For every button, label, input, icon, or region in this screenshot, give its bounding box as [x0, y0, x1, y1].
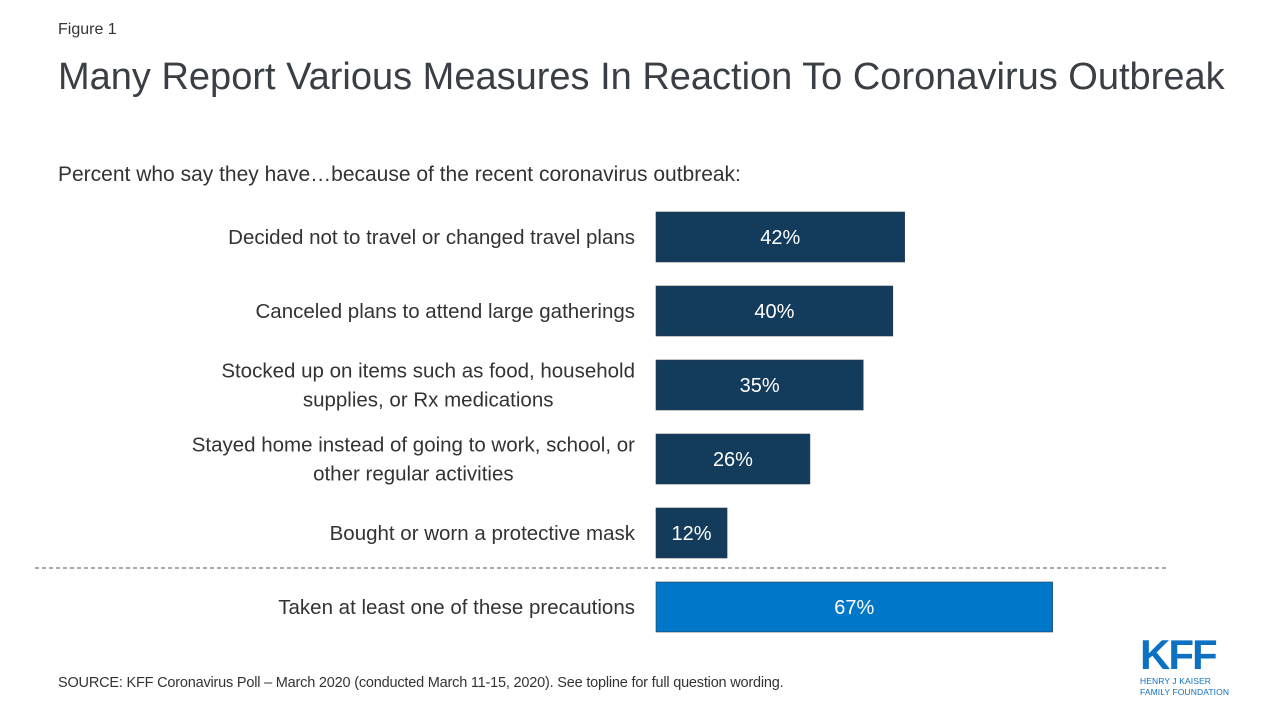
bar-4 [655, 507, 728, 559]
value-label-4: 12% [672, 523, 712, 545]
category-label-4-line-0: Bought or worn a protective mask [330, 522, 636, 545]
value-label-3: 26% [713, 449, 753, 471]
value-label-2: 35% [740, 375, 780, 397]
category-label-0-line-0: Decided not to travel or changed travel … [228, 226, 635, 249]
source-note: SOURCE: KFF Coronavirus Poll – March 202… [58, 675, 784, 691]
bar-1 [655, 285, 894, 337]
category-label-total-line-0: Taken at least one of these precautions [278, 596, 635, 619]
value-label-1: 40% [754, 301, 794, 323]
logo-line-1: HENRY J KAISER [1140, 676, 1211, 686]
logo-mark: KFF [1140, 631, 1218, 678]
bar-3 [655, 433, 811, 485]
chart-title: Many Report Various Measures In Reaction… [58, 56, 1225, 98]
figure-label: Figure 1 [58, 21, 117, 38]
bar-total [655, 581, 1053, 633]
category-label-2-line-0: Stocked up on items such as food, househ… [221, 360, 635, 383]
logo-line-2: FAMILY FOUNDATION [1140, 687, 1230, 697]
category-label-3-line-1: other regular activities [313, 463, 514, 486]
category-label-3-line-0: Stayed home instead of going to work, sc… [192, 434, 635, 457]
value-label-total: 67% [834, 597, 874, 619]
chart-subtitle: Percent who say they have…because of the… [58, 163, 741, 186]
value-label-0: 42% [760, 227, 800, 249]
bar-2 [655, 359, 864, 411]
category-label-1-line-0: Canceled plans to attend large gathering… [255, 300, 635, 323]
category-label-2-line-1: supplies, or Rx medications [303, 389, 554, 412]
bar-0 [655, 211, 905, 263]
kff-logo: KFF HENRY J KAISER FAMILY FOUNDATION [1140, 634, 1260, 698]
